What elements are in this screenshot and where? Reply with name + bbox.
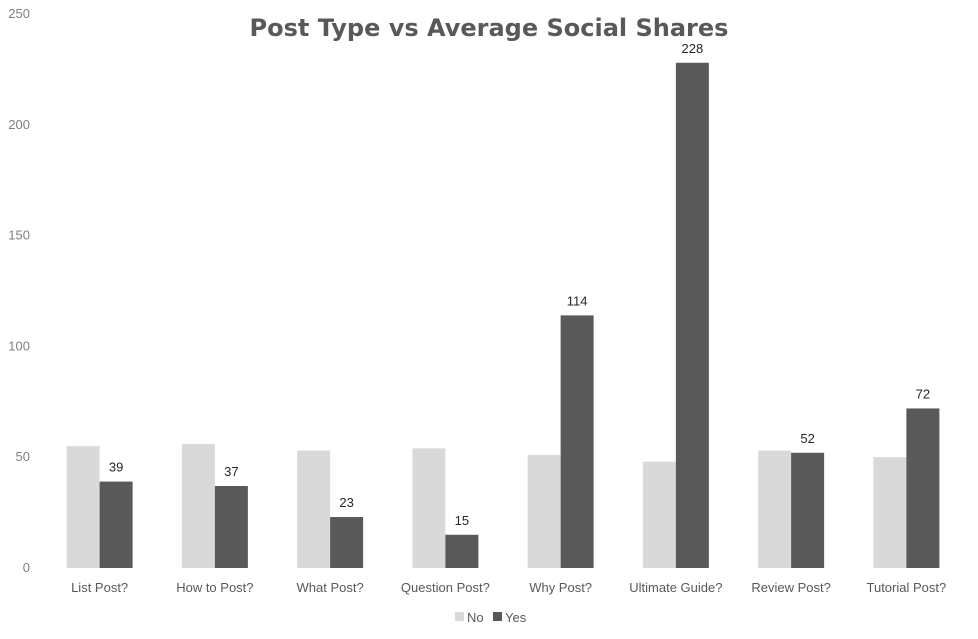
data-label: 52 (800, 431, 814, 446)
legend-label: Yes (505, 610, 527, 625)
y-tick-label: 150 (8, 228, 30, 243)
x-tick-label: List Post? (71, 580, 128, 595)
x-axis: List Post? How to Post? What Post? Question… (71, 580, 946, 595)
x-tick-label: What Post? (297, 580, 364, 595)
bar-yes (445, 534, 479, 568)
y-tick-label: 200 (8, 117, 30, 132)
bar-yes (906, 408, 940, 568)
bar-group: 52 (758, 431, 825, 568)
data-label: 228 (682, 41, 704, 56)
data-label: 39 (109, 460, 123, 475)
y-tick-label: 0 (23, 560, 30, 575)
y-tick-label: 100 (8, 338, 30, 353)
legend-swatch (493, 612, 502, 621)
bar-yes (675, 62, 709, 568)
x-tick-label: Tutorial Post? (867, 580, 947, 595)
x-tick-label: Review Post? (751, 580, 830, 595)
bar-yes (330, 517, 364, 568)
x-tick-label: How to Post? (176, 580, 253, 595)
bar-group: 228 (642, 41, 709, 568)
bar-no (758, 450, 792, 568)
chart-title: Post Type vs Average Social Shares (250, 14, 729, 42)
legend-item: No (455, 610, 484, 625)
bar-group: 37 (181, 443, 248, 568)
x-tick-label: Ultimate Guide? (629, 580, 722, 595)
bar-no (527, 454, 561, 568)
data-label: 15 (455, 513, 469, 528)
data-label: 23 (339, 495, 353, 510)
legend-swatch (455, 612, 464, 621)
y-tick-label: 50 (16, 449, 30, 464)
legend-item: Yes (493, 610, 527, 625)
y-tick-label: 250 (8, 6, 30, 21)
bar-group: 23 (297, 450, 364, 568)
legend: No Yes (455, 610, 527, 625)
x-tick-label: Question Post? (401, 580, 490, 595)
legend-label: No (467, 610, 484, 625)
x-tick-label: Why Post? (529, 580, 592, 595)
bar-yes (791, 452, 825, 568)
bar-no (297, 450, 331, 568)
bar-no (412, 448, 446, 568)
bar-no (873, 457, 907, 568)
bar-group: 39 (66, 446, 133, 568)
bar-no (642, 461, 676, 568)
bar-yes (560, 315, 594, 568)
bar-group: 72 (873, 386, 940, 568)
data-label: 72 (916, 386, 930, 401)
y-axis: 0 50 100 150 200 250 (8, 6, 30, 575)
data-label: 37 (224, 464, 238, 479)
bar-yes (99, 481, 133, 568)
data-label: 114 (567, 293, 588, 308)
bar-group: 114 (527, 293, 594, 568)
bar-group: 15 (412, 448, 479, 568)
bar-no (66, 446, 100, 568)
bars: 39 37 23 15 114 228 52 72 (66, 41, 940, 568)
bar-yes (214, 486, 248, 568)
bar-no (181, 443, 215, 568)
